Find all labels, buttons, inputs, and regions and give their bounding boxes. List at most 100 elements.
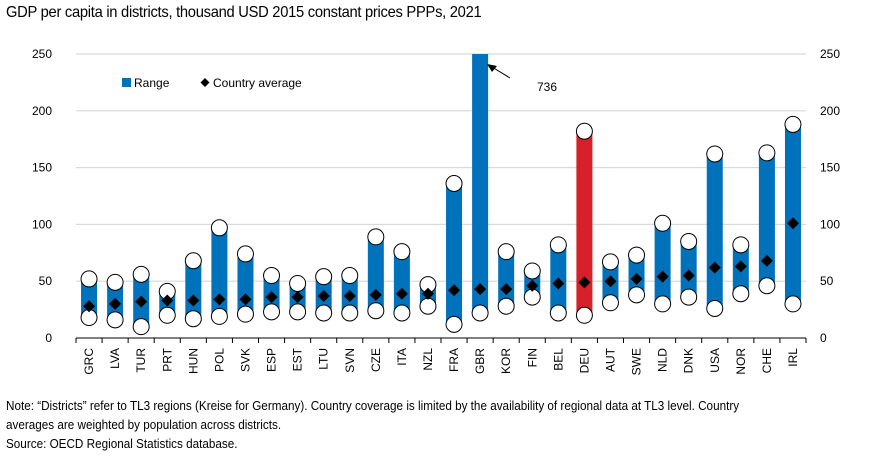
note-line: averages are weighted by population acro… [6, 417, 282, 432]
min-marker-dnk [680, 288, 698, 306]
chart-title: GDP per capita in districts, thousand US… [6, 4, 482, 21]
min-marker-gbr [471, 304, 489, 322]
range-bar-ita [393, 251, 410, 314]
average-marker-swe [630, 272, 643, 285]
y-tick-label-left: 150 [32, 161, 52, 175]
y-tick-label-left: 200 [32, 104, 52, 118]
min-marker-svn [341, 304, 359, 322]
max-marker-kor [497, 243, 515, 261]
max-marker-pol [210, 219, 228, 237]
x-tick-label: CHE [760, 348, 774, 373]
annotation-arrow-line [491, 66, 511, 79]
x-tick-label: FIN [525, 348, 539, 367]
range-bar-kor [498, 251, 515, 307]
x-tick-label: EST [291, 347, 305, 371]
x-tick-label: LVA [108, 348, 122, 369]
max-marker-irl [784, 115, 802, 133]
x-tick-label: GRC [82, 348, 96, 375]
y-tick-label-right: 150 [820, 161, 840, 175]
x-tick-label: DNK [682, 348, 696, 373]
y-tick-label-right: 0 [820, 331, 827, 345]
range-bar-fra [446, 183, 463, 325]
average-marker-prt [161, 294, 174, 307]
x-tick-label: KOR [499, 348, 513, 374]
average-marker-est [291, 291, 304, 304]
average-marker-nld [656, 270, 669, 283]
min-marker-nld [654, 295, 672, 313]
average-marker-aut [604, 275, 617, 288]
y-tick-label-left: 50 [39, 274, 53, 288]
max-marker-svn [341, 267, 359, 285]
max-marker-bel [549, 236, 567, 254]
legend-average-label: Country average [213, 76, 302, 90]
min-marker-fra [445, 315, 463, 333]
min-marker-tur [132, 318, 150, 336]
min-marker-esp [263, 303, 281, 321]
x-tick-label: IRL [786, 348, 800, 367]
x-tick-label: HUN [186, 348, 200, 374]
max-marker-swe [628, 246, 646, 264]
legend-range-label: Range [134, 76, 170, 90]
average-marker-esp [265, 291, 278, 304]
average-marker-svk [239, 293, 252, 306]
legend-average-marker [200, 78, 210, 87]
y-tick-label-right: 100 [820, 217, 840, 231]
annotation-label: 736 [537, 80, 557, 94]
average-marker-fin [526, 279, 539, 292]
x-tick-label: PRT [160, 347, 174, 371]
average-marker-ita [395, 287, 408, 300]
x-tick-label: NZL [421, 348, 435, 371]
x-tick-label: POL [212, 348, 226, 372]
min-marker-cze [367, 302, 385, 320]
range-bar-pol [211, 227, 228, 317]
x-tick-label: NLD [656, 348, 670, 372]
min-marker-kor [497, 297, 515, 315]
max-marker-fra [445, 175, 463, 193]
min-marker-hun [184, 310, 202, 328]
max-marker-svk [236, 245, 254, 263]
max-marker-nld [654, 214, 672, 232]
average-marker-che [760, 254, 773, 267]
min-marker-ita [393, 304, 411, 322]
max-marker-nor [732, 236, 750, 254]
average-marker-dnk [682, 269, 695, 282]
range-bar-cze [367, 236, 384, 311]
range-bar-che [758, 152, 775, 286]
max-marker-che [758, 144, 776, 162]
annotation-arrow-head [487, 64, 497, 72]
x-tick-label: TUR [134, 348, 148, 373]
max-marker-hun [184, 252, 202, 270]
max-marker-fin [523, 262, 541, 280]
min-marker-lva [106, 311, 124, 329]
min-marker-ltu [315, 304, 333, 322]
range-bar-dnk [680, 241, 697, 298]
x-tick-label: GBR [473, 348, 487, 374]
max-marker-dnk [680, 232, 698, 250]
legend-range-swatch [122, 78, 131, 87]
x-tick-label: ESP [265, 348, 279, 372]
x-tick-label: BEL [551, 348, 565, 371]
y-tick-label-left: 0 [45, 331, 52, 345]
min-marker-swe [628, 286, 646, 304]
max-marker-usa [706, 145, 724, 163]
y-tick-label-right: 250 [820, 47, 840, 61]
max-marker-tur [132, 265, 150, 283]
range-bar-hun [185, 260, 202, 319]
range-chart: 0 0 50 50 100 100 150 150 200 200 250 250 GRC LVA TUR P… [32, 47, 840, 375]
min-marker-pol [210, 307, 228, 325]
min-marker-che [758, 277, 776, 295]
y-tick-label-right: 50 [820, 274, 834, 288]
average-marker-hun [187, 294, 200, 307]
x-tick-label: FRA [447, 348, 461, 372]
range-bar-usa [706, 153, 723, 309]
min-marker-nzl [419, 297, 437, 315]
range-bars [80, 54, 802, 336]
average-marker-irl [786, 217, 799, 230]
average-marker-usa [708, 261, 721, 274]
max-marker-grc [80, 270, 98, 288]
max-marker-aut [601, 253, 619, 271]
min-marker-svk [236, 305, 254, 323]
x-tick-label: SVN [343, 348, 357, 373]
average-marker-kor [500, 283, 513, 296]
min-marker-aut [601, 294, 619, 312]
